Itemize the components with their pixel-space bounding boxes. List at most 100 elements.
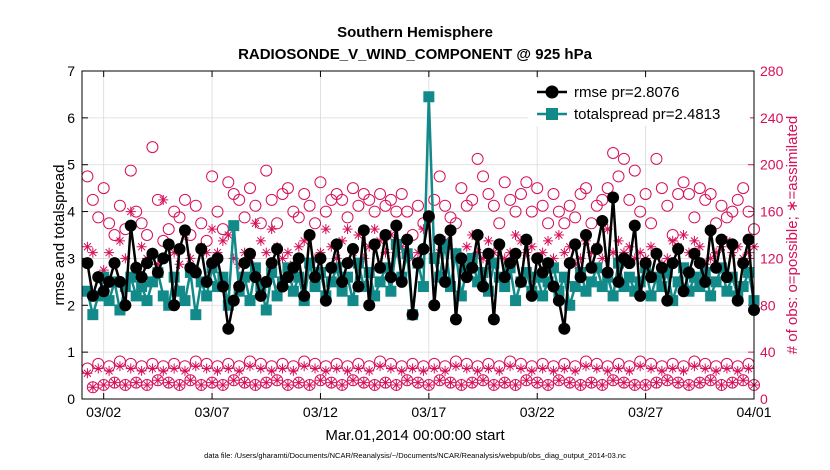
rmse-point bbox=[607, 191, 620, 204]
rmse-point bbox=[596, 214, 609, 227]
rmse-point bbox=[200, 275, 213, 288]
possible-point bbox=[433, 170, 446, 183]
spread-point bbox=[417, 281, 429, 293]
bottom-assimilated-point bbox=[331, 363, 342, 374]
rmse-point bbox=[471, 229, 484, 241]
spread-point bbox=[623, 271, 635, 283]
rmse-point bbox=[135, 271, 148, 284]
spread-point bbox=[499, 281, 511, 293]
possible-point bbox=[612, 170, 625, 183]
possible-point bbox=[639, 188, 652, 200]
rmse-point bbox=[580, 229, 592, 241]
possible-point bbox=[552, 205, 565, 218]
bottom-assimilated-point bbox=[678, 365, 689, 376]
y-tick-label: 4 bbox=[67, 204, 75, 220]
rmse-point bbox=[504, 257, 517, 270]
spread-point bbox=[656, 281, 668, 293]
rmse-point bbox=[81, 257, 94, 270]
bottom-assimilated-point bbox=[694, 377, 705, 388]
spread-point bbox=[688, 271, 700, 283]
bottom-possible-point bbox=[477, 374, 490, 387]
bottom-assimilated-point bbox=[163, 377, 174, 388]
possible-point bbox=[265, 193, 278, 206]
possible-point bbox=[482, 188, 495, 200]
assimilated-point bbox=[223, 230, 234, 240]
bottom-assimilated-point bbox=[440, 365, 451, 376]
rmse-point bbox=[547, 280, 560, 293]
spread-point bbox=[569, 281, 581, 293]
bottom-possible-point bbox=[390, 378, 403, 391]
rmse-point bbox=[249, 271, 262, 284]
spread-point bbox=[309, 281, 321, 293]
legend-spread-label: totalspread pr=2.4813 bbox=[574, 106, 720, 123]
spread-point bbox=[694, 281, 706, 293]
assimilated-point bbox=[711, 247, 722, 258]
bottom-assimilated-point bbox=[581, 361, 591, 372]
possible-point bbox=[672, 188, 685, 200]
bottom-assimilated-point bbox=[82, 368, 93, 379]
bottom-assimilated-point bbox=[667, 363, 678, 374]
rmse-point bbox=[428, 299, 441, 312]
spread-point bbox=[325, 276, 337, 288]
chart-title: Southern Hemisphere bbox=[337, 24, 493, 41]
assimilated-point bbox=[413, 247, 423, 258]
possible-point bbox=[113, 199, 126, 212]
bottom-assimilated-point bbox=[239, 377, 250, 388]
rmse-point bbox=[558, 322, 571, 335]
data-file-footnote: data file: /Users/gharamti/Documents/NCA… bbox=[204, 451, 626, 460]
bottom-assimilated-point bbox=[299, 361, 310, 372]
bottom-possible-point bbox=[336, 378, 349, 391]
legend-box bbox=[528, 78, 750, 126]
rmse-point bbox=[569, 238, 582, 251]
assimilated-point bbox=[152, 259, 163, 270]
bottom-assimilated-point bbox=[347, 375, 358, 386]
spread-point bbox=[222, 299, 234, 311]
assimilated-point bbox=[667, 235, 678, 246]
spread-point bbox=[190, 309, 202, 321]
possible-point bbox=[86, 193, 99, 206]
bottom-assimilated-point bbox=[293, 377, 304, 388]
possible-point bbox=[309, 217, 322, 230]
spread-point bbox=[607, 290, 619, 302]
bottom-assimilated-point bbox=[456, 379, 467, 390]
bottom-assimilated-point bbox=[245, 361, 255, 372]
bottom-assimilated-point bbox=[114, 361, 125, 372]
rmse-point bbox=[108, 257, 121, 270]
assimilated-point bbox=[136, 241, 147, 252]
bottom-assimilated-point bbox=[179, 365, 190, 376]
bottom-assimilated-point bbox=[326, 377, 337, 388]
rmse-point bbox=[623, 257, 636, 270]
assimilated-point bbox=[255, 235, 266, 246]
bottom-assimilated-point bbox=[537, 363, 548, 374]
bottom-assimilated-point bbox=[521, 375, 532, 386]
spread-point bbox=[482, 285, 494, 297]
rmse-point bbox=[352, 280, 365, 293]
possible-point bbox=[580, 182, 592, 195]
y-tick-label: 7 bbox=[67, 63, 75, 79]
possible-point bbox=[281, 182, 294, 195]
possible-point bbox=[141, 229, 154, 241]
rmse-point bbox=[390, 219, 403, 232]
bottom-assimilated-point bbox=[472, 365, 483, 376]
bottom-possible-point bbox=[542, 378, 555, 391]
assimilated-point bbox=[293, 241, 304, 252]
possible-point bbox=[628, 164, 641, 177]
spread-point bbox=[244, 295, 256, 307]
possible-point bbox=[173, 211, 186, 224]
rmse-point bbox=[412, 257, 424, 270]
possible-point bbox=[303, 199, 316, 212]
rmse-point bbox=[157, 252, 170, 265]
rmse-point bbox=[655, 261, 668, 274]
spread-point bbox=[103, 295, 115, 307]
bottom-assimilated-point bbox=[700, 363, 711, 374]
bottom-assimilated-point bbox=[234, 365, 245, 376]
rmse-point bbox=[406, 308, 419, 321]
rmse-point bbox=[363, 299, 376, 312]
x-tick-label: 03/12 bbox=[303, 404, 338, 420]
y2-tick-label: 240 bbox=[760, 110, 784, 126]
bottom-assimilated-point bbox=[716, 379, 727, 390]
possible-point bbox=[292, 211, 305, 224]
possible-point bbox=[487, 199, 500, 212]
bottom-assimilated-point bbox=[261, 377, 272, 388]
legend-rmse-label: rmse pr=2.8076 bbox=[574, 84, 679, 101]
